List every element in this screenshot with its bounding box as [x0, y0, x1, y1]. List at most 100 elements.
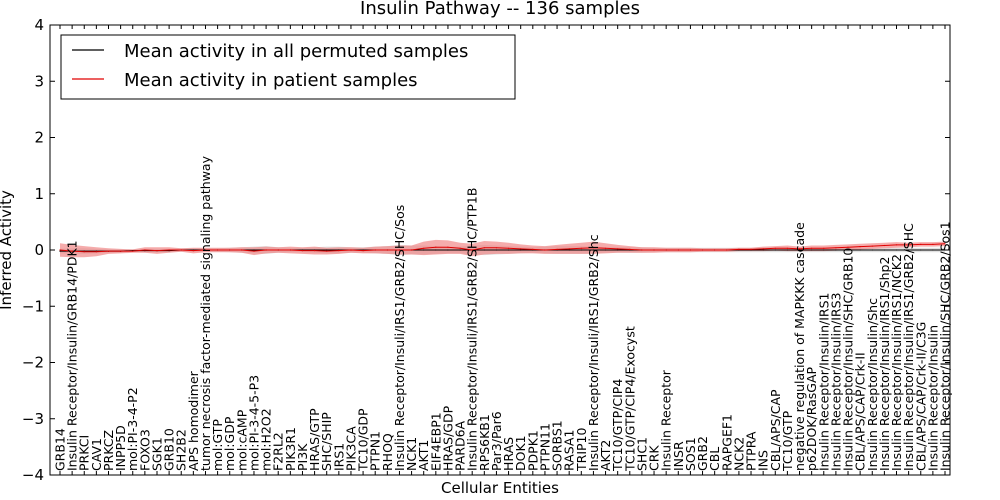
permuted-point — [762, 249, 764, 251]
patient-point — [350, 249, 352, 251]
patient-point — [168, 249, 170, 251]
patient-point — [374, 249, 376, 251]
x-tick-label: PTPN11 — [537, 423, 552, 471]
y-tick-label: −3 — [22, 410, 44, 428]
series-lines — [59, 243, 946, 253]
x-tick-label: SHC/SHIP — [319, 412, 334, 471]
x-tick-label: TC10/GTP/CIP4 — [610, 379, 625, 472]
permuted-point — [59, 250, 61, 252]
legend-label-patient: Mean activity in patient samples — [124, 70, 418, 91]
patient-point — [726, 249, 728, 251]
x-tick-label: APS homodimer — [186, 370, 201, 471]
x-tick-label: TC10/GTP/CIP4/Exocyst — [622, 326, 637, 472]
patient-point — [265, 249, 267, 251]
patient-point — [738, 248, 740, 250]
patient-point — [471, 249, 473, 251]
x-tick-label: CBL/APS/CAP/Crk-II — [853, 352, 868, 471]
patient-point — [762, 248, 764, 250]
permuted-point — [774, 249, 776, 251]
x-tick-label: PTPRA — [744, 431, 759, 471]
patient-point — [435, 246, 437, 248]
x-tick-label: SOS1 — [683, 437, 698, 471]
x-tick-label: PDPK1 — [525, 430, 540, 471]
patient-point — [495, 247, 497, 249]
patient-point — [411, 249, 413, 251]
x-tick-label: Insulin Receptor/Insulin/IRS3 — [828, 293, 843, 471]
x-tick-label: CBL/APS/CAP — [768, 389, 783, 471]
x-tick-label: INPP5D — [113, 425, 128, 471]
patient-point — [798, 248, 801, 250]
y-axis-ticks: −4 −3 −2 −1 0 1 2 3 4 — [22, 16, 950, 484]
permuted-point — [423, 249, 425, 251]
x-tick-label: HRAS — [501, 437, 516, 471]
permuted-point — [568, 249, 570, 251]
patient-point — [132, 250, 134, 252]
patient-point — [301, 250, 304, 252]
permuted-point — [495, 249, 497, 251]
patient-point — [520, 248, 522, 250]
permuted-point — [798, 249, 801, 251]
legend-label-permuted: Mean activity in all permuted samples — [124, 41, 468, 62]
patient-point — [665, 249, 667, 251]
patient-point — [156, 250, 158, 252]
x-tick-label: CAV1 — [89, 438, 104, 471]
patient-point — [641, 249, 643, 251]
patient-point — [580, 247, 582, 249]
patient-point — [508, 247, 510, 249]
x-tick-label: Insulin Receptor — [659, 369, 674, 471]
x-tick-label: PRKCI — [77, 435, 92, 471]
permuted-point — [520, 249, 522, 251]
patient-point — [629, 248, 631, 250]
permuted-point — [580, 249, 582, 251]
permuted-point — [811, 249, 813, 251]
permuted-point — [835, 249, 837, 251]
patient-point — [386, 249, 388, 251]
x-tick-label: PARD6A — [453, 420, 468, 471]
x-tick-label: Insulin Receptor/Insulin/IRS1 — [816, 293, 831, 471]
x-tick-label: mol:PI-3-4-P2 — [125, 387, 140, 471]
patient-point — [229, 249, 231, 251]
patient-point — [192, 250, 194, 252]
permuted-point — [895, 249, 898, 251]
x-tick-label: F2RL2 — [271, 432, 286, 471]
permuted-point — [932, 249, 934, 251]
patient-point — [835, 247, 837, 249]
permuted-point — [871, 249, 873, 251]
patient-point — [326, 250, 328, 252]
patient-point — [180, 249, 182, 251]
permuted-point — [823, 249, 825, 251]
patient-point — [217, 249, 219, 251]
x-tick-label: Insulin Receptor/Insuli/IRS1/GRB2/SHC/PT… — [465, 188, 480, 471]
x-tick-label: Insulin Receptor/Insulin/IRS1/NCK2 — [889, 254, 904, 471]
patient-point — [241, 249, 243, 251]
patient-point — [774, 247, 776, 249]
patient-point — [859, 246, 861, 248]
permuted-point — [592, 249, 595, 251]
patient-point — [204, 249, 207, 251]
patient-point — [689, 249, 692, 251]
patient-point — [920, 243, 922, 245]
permuted-point — [908, 249, 910, 251]
y-tick-label: 2 — [34, 129, 44, 147]
patient-point — [871, 245, 873, 247]
permuted-point — [447, 249, 449, 251]
x-tick-label: mol:GTP — [210, 419, 225, 471]
permuted-point — [435, 249, 437, 251]
permuted-point — [883, 249, 886, 251]
y-tick-label: −1 — [22, 297, 44, 315]
patient-point — [568, 248, 570, 250]
x-tick-label: TC10/GTP — [780, 410, 795, 472]
y-tick-label: 3 — [34, 72, 44, 90]
patient-point — [701, 249, 704, 251]
x-tick-label: INSR — [671, 441, 686, 471]
y-tick-label: −4 — [22, 466, 44, 484]
patient-point — [786, 247, 789, 249]
y-tick-label: 1 — [34, 185, 44, 203]
x-tick-label: PTPN1 — [368, 431, 383, 471]
x-tick-label: Insulin Receptor/Insulin/GRB14/PDK1 — [65, 240, 80, 471]
x-tick-label: CBL/APS/CAP/Crk-II/C3G — [913, 322, 928, 471]
patient-band — [60, 239, 945, 258]
permuted-point — [326, 249, 328, 251]
x-tick-label: DOK1 — [513, 435, 528, 471]
permuted-point — [508, 249, 510, 251]
